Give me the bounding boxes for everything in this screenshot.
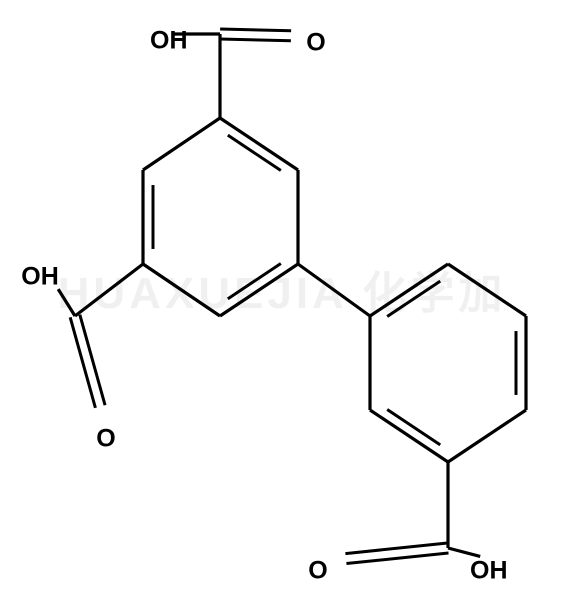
- atom-label-OH_top: OH: [150, 27, 188, 55]
- atom-label-OH_bot: OH: [470, 557, 508, 585]
- atom-label-OH_left: OH: [21, 263, 59, 291]
- bond: [220, 29, 291, 31]
- atom-label-O_top: O: [306, 29, 325, 57]
- atom-label-O_bot: O: [308, 557, 327, 585]
- atom-label-O_left: O: [96, 425, 115, 453]
- bond: [220, 39, 291, 41]
- molecule-diagram: HUAXUEJIA 化学加OHOOHOOOH: [0, 0, 564, 600]
